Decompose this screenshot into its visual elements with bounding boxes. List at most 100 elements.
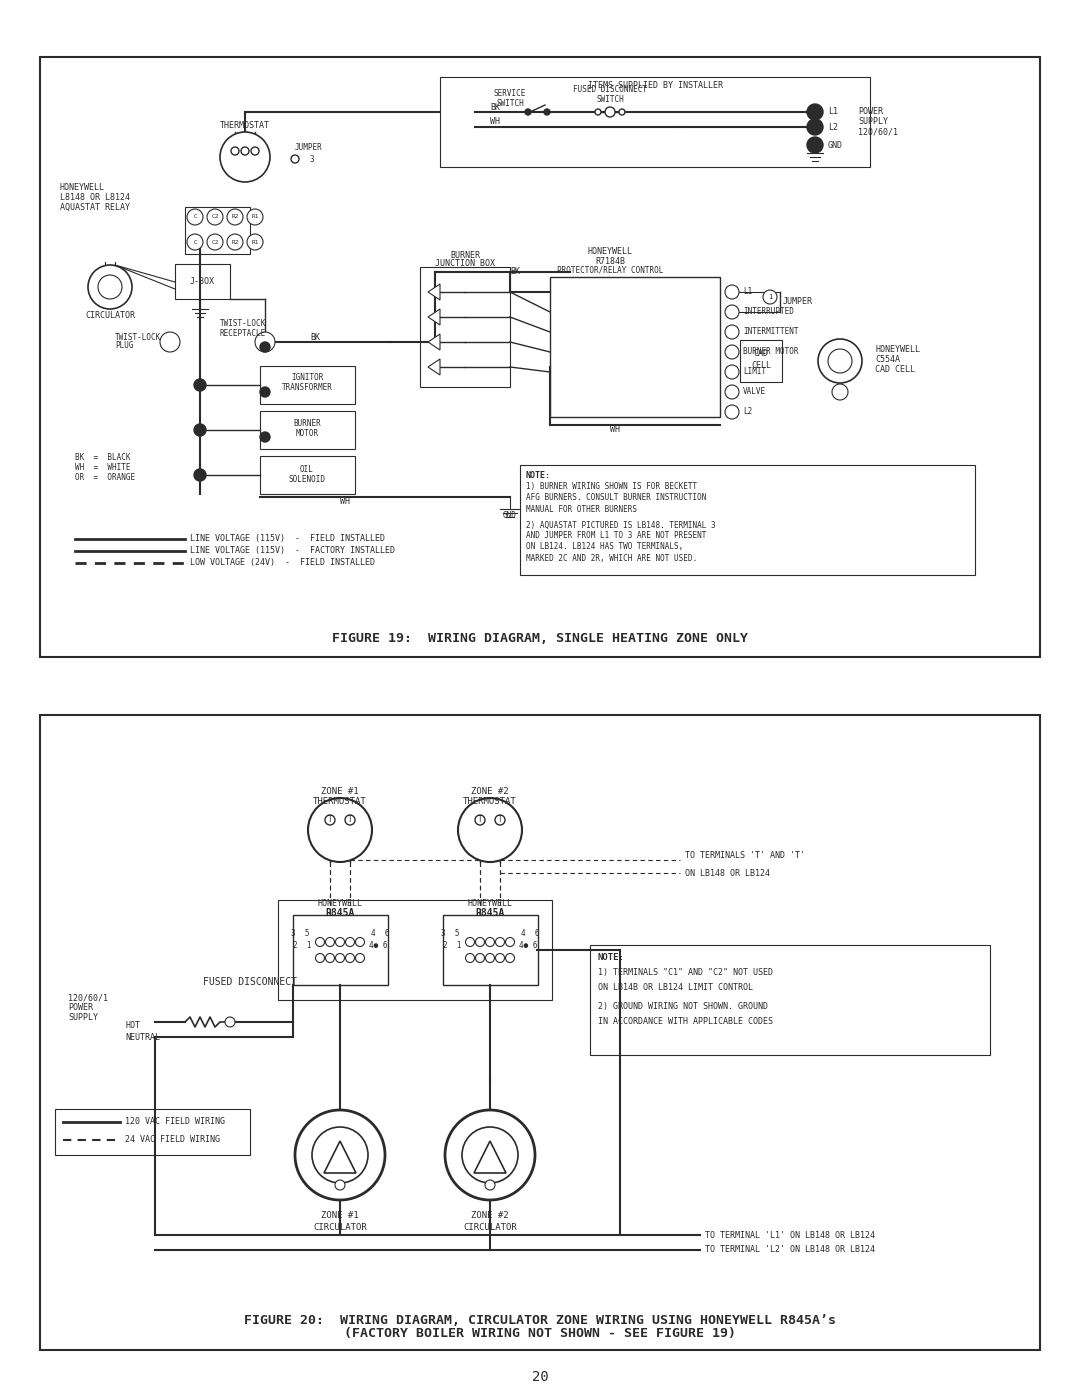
Polygon shape bbox=[324, 1141, 356, 1173]
Text: FIGURE 19:  WIRING DIAGRAM, SINGLE HEATING ZONE ONLY: FIGURE 19: WIRING DIAGRAM, SINGLE HEATIN… bbox=[332, 633, 748, 645]
Text: PLUG: PLUG bbox=[114, 341, 134, 351]
Text: NEUTRAL: NEUTRAL bbox=[125, 1034, 160, 1042]
Circle shape bbox=[160, 332, 180, 352]
Text: T: T bbox=[327, 816, 333, 824]
Text: TWIST-LOCK: TWIST-LOCK bbox=[220, 320, 267, 328]
Circle shape bbox=[346, 937, 354, 947]
Text: THERMOSTAT: THERMOSTAT bbox=[463, 798, 517, 806]
Text: HONEYWELL: HONEYWELL bbox=[318, 898, 363, 908]
Text: 3: 3 bbox=[310, 155, 314, 163]
Text: T: T bbox=[477, 816, 483, 824]
Text: MANUAL FOR OTHER BURNERS: MANUAL FOR OTHER BURNERS bbox=[526, 504, 637, 514]
Text: TRANSFORMER: TRANSFORMER bbox=[282, 383, 333, 391]
Text: JUMPER: JUMPER bbox=[783, 298, 813, 306]
Circle shape bbox=[231, 147, 239, 155]
Circle shape bbox=[818, 339, 862, 383]
Text: VALVE: VALVE bbox=[743, 387, 766, 397]
Circle shape bbox=[725, 285, 739, 299]
Text: R845A: R845A bbox=[325, 908, 354, 918]
Text: POWER: POWER bbox=[858, 108, 883, 116]
Text: TO TERMINALS 'T' AND 'T': TO TERMINALS 'T' AND 'T' bbox=[685, 852, 805, 861]
Circle shape bbox=[291, 155, 299, 163]
Text: L2: L2 bbox=[828, 123, 838, 131]
Circle shape bbox=[462, 1127, 518, 1183]
Circle shape bbox=[336, 937, 345, 947]
Text: 4● 6: 4● 6 bbox=[368, 940, 388, 950]
Text: POWER: POWER bbox=[68, 1003, 93, 1013]
Circle shape bbox=[251, 147, 259, 155]
Circle shape bbox=[725, 326, 739, 339]
Circle shape bbox=[336, 954, 345, 963]
Text: HONEYWELL: HONEYWELL bbox=[468, 898, 513, 908]
Bar bbox=[590, 944, 990, 1055]
Text: BURNER MOTOR: BURNER MOTOR bbox=[743, 348, 798, 356]
Text: GND: GND bbox=[503, 510, 517, 520]
Circle shape bbox=[260, 432, 270, 441]
Circle shape bbox=[762, 291, 777, 305]
Text: THERMOSTAT: THERMOSTAT bbox=[313, 798, 367, 806]
Text: R845A: R845A bbox=[475, 908, 504, 918]
Circle shape bbox=[325, 814, 335, 826]
Text: WH  =  WHITE: WH = WHITE bbox=[75, 462, 131, 472]
Circle shape bbox=[315, 954, 324, 963]
Text: BK: BK bbox=[490, 102, 500, 112]
Text: 1: 1 bbox=[768, 293, 772, 300]
Text: 2) AQUASTAT PICTURED IS LB148. TERMINAL 3: 2) AQUASTAT PICTURED IS LB148. TERMINAL … bbox=[526, 521, 716, 529]
Circle shape bbox=[207, 210, 222, 225]
Circle shape bbox=[486, 954, 495, 963]
Text: 3  5: 3 5 bbox=[291, 929, 309, 939]
Text: ON LB148 OR LB124: ON LB148 OR LB124 bbox=[685, 869, 770, 877]
Circle shape bbox=[255, 332, 275, 352]
Circle shape bbox=[308, 798, 372, 862]
Bar bbox=[260, 366, 355, 404]
Text: 120 VAC FIELD WIRING: 120 VAC FIELD WIRING bbox=[125, 1118, 225, 1126]
Text: CIRCULATOR: CIRCULATOR bbox=[463, 1222, 517, 1232]
Text: ITEMS SUPPLIED BY INSTALLER: ITEMS SUPPLIED BY INSTALLER bbox=[588, 81, 723, 89]
Text: ZONE #1: ZONE #1 bbox=[321, 1210, 359, 1220]
Circle shape bbox=[465, 954, 474, 963]
Text: TO TERMINAL 'L2' ON LB148 OR LB124: TO TERMINAL 'L2' ON LB148 OR LB124 bbox=[705, 1246, 875, 1255]
Circle shape bbox=[595, 109, 600, 115]
Text: MOTOR: MOTOR bbox=[296, 429, 319, 439]
Circle shape bbox=[355, 954, 365, 963]
Text: FUSED DISCONNECT: FUSED DISCONNECT bbox=[573, 84, 647, 94]
Circle shape bbox=[187, 210, 203, 225]
Circle shape bbox=[505, 937, 514, 947]
Text: TWIST-LOCK: TWIST-LOCK bbox=[114, 332, 161, 341]
Bar bbox=[550, 277, 720, 416]
Bar bbox=[293, 915, 388, 985]
Text: HONEYWELL: HONEYWELL bbox=[60, 183, 105, 191]
Text: 4● 6: 4● 6 bbox=[518, 940, 537, 950]
Text: JUMPER: JUMPER bbox=[295, 142, 323, 151]
Text: 120/60/1: 120/60/1 bbox=[858, 127, 897, 137]
Circle shape bbox=[355, 937, 365, 947]
Circle shape bbox=[247, 210, 264, 225]
Text: 1) TERMINALS "C1" AND "C2" NOT USED: 1) TERMINALS "C1" AND "C2" NOT USED bbox=[598, 968, 773, 978]
Polygon shape bbox=[428, 309, 440, 326]
Bar bbox=[55, 1109, 249, 1155]
Circle shape bbox=[475, 937, 485, 947]
Circle shape bbox=[525, 109, 531, 115]
Bar bbox=[185, 207, 249, 254]
Text: MARKED 2C AND 2R, WHICH ARE NOT USED.: MARKED 2C AND 2R, WHICH ARE NOT USED. bbox=[526, 553, 697, 563]
Circle shape bbox=[544, 109, 550, 115]
Text: SWITCH: SWITCH bbox=[496, 99, 524, 109]
Circle shape bbox=[832, 384, 848, 400]
Text: C2: C2 bbox=[212, 215, 219, 219]
Text: 4  6: 4 6 bbox=[521, 929, 539, 939]
Text: L2: L2 bbox=[743, 408, 753, 416]
Circle shape bbox=[485, 1180, 495, 1190]
Text: RECEPTACLE: RECEPTACLE bbox=[220, 330, 267, 338]
Text: 120/60/1: 120/60/1 bbox=[68, 993, 108, 1003]
Circle shape bbox=[445, 1111, 535, 1200]
Text: CELL: CELL bbox=[751, 362, 771, 370]
Text: TO TERMINAL 'L1' ON LB148 OR LB124: TO TERMINAL 'L1' ON LB148 OR LB124 bbox=[705, 1231, 875, 1239]
Bar bbox=[440, 77, 870, 168]
Text: OIL: OIL bbox=[300, 464, 314, 474]
Circle shape bbox=[465, 937, 474, 947]
Circle shape bbox=[496, 937, 504, 947]
Circle shape bbox=[98, 275, 122, 299]
Text: IN ACCORDANCE WITH APPLICABLE CODES: IN ACCORDANCE WITH APPLICABLE CODES bbox=[598, 1017, 773, 1025]
Text: AND JUMPER FROM L1 TO 3 ARE NOT PRESENT: AND JUMPER FROM L1 TO 3 ARE NOT PRESENT bbox=[526, 531, 706, 541]
Text: BURNER: BURNER bbox=[293, 419, 321, 429]
